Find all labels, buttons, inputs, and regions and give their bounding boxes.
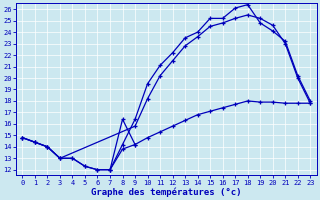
- X-axis label: Graphe des températures (°c): Graphe des températures (°c): [91, 187, 242, 197]
